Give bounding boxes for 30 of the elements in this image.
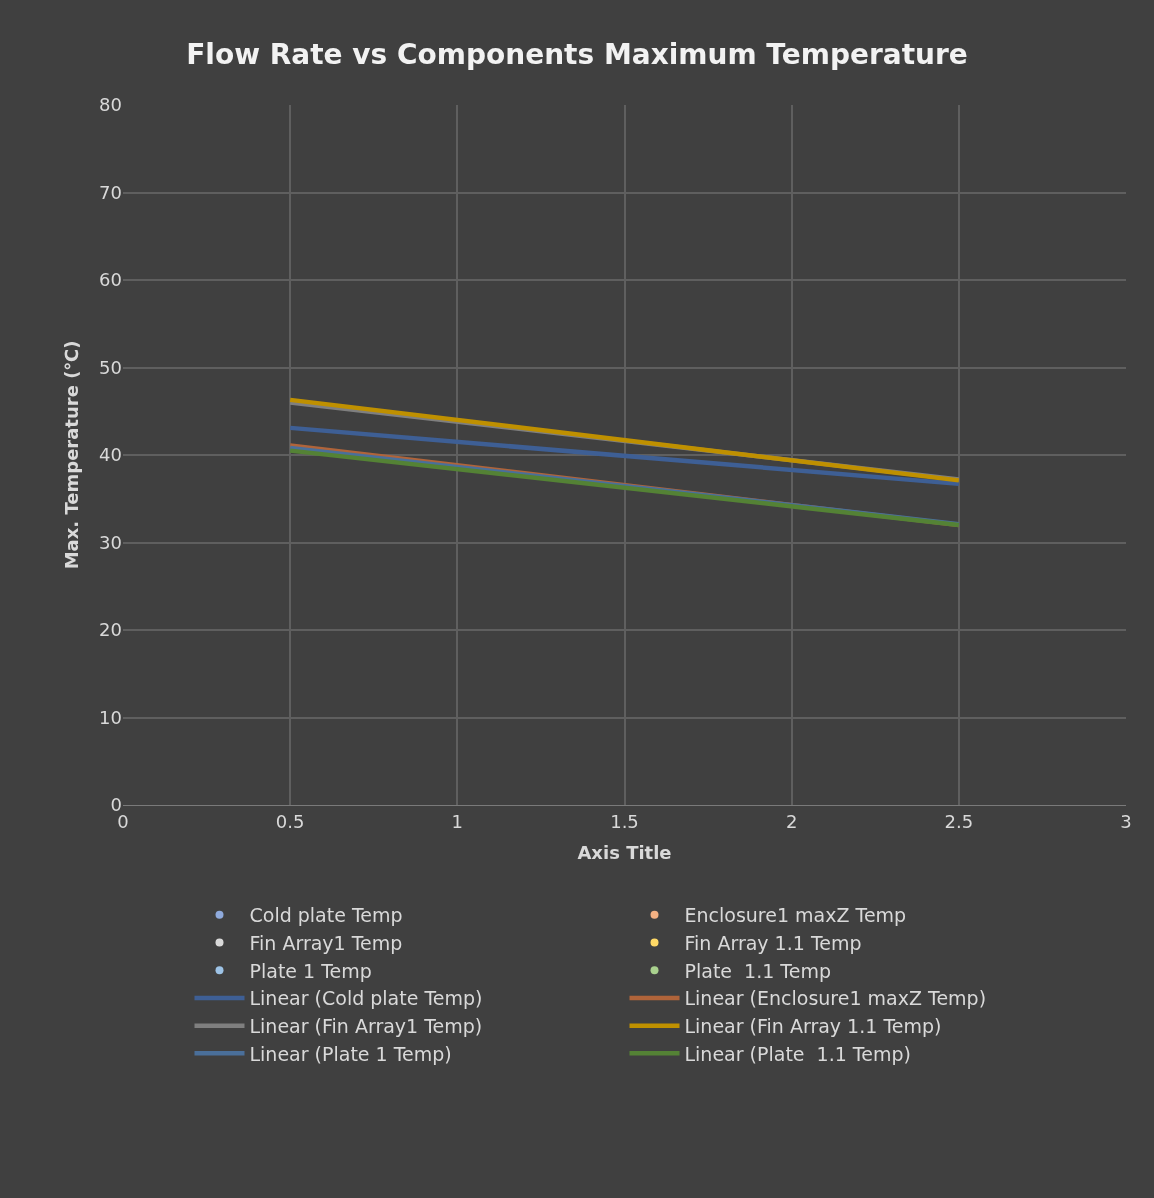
legend-label: Enclosure1 maxZ Temp bbox=[684, 904, 907, 927]
legend-label: Linear (Plate 1.1 Temp) bbox=[684, 1042, 911, 1065]
legend-label: Plate 1.1 Temp bbox=[684, 959, 831, 982]
y-tick-label: 70 bbox=[99, 181, 122, 203]
x-tick-label: 2 bbox=[785, 810, 798, 832]
x-tick-label: 0.5 bbox=[275, 810, 305, 832]
x-tick-label: 3 bbox=[1120, 810, 1132, 832]
y-axis-title: Max. Temperature (℃) bbox=[61, 340, 83, 570]
legend-label: Fin Array1 Temp bbox=[249, 931, 403, 954]
y-tick-label: 60 bbox=[99, 269, 122, 291]
legend-label: Linear (Enclosure1 maxZ Temp) bbox=[684, 987, 987, 1010]
legend-label: Fin Array 1.1 Temp bbox=[684, 931, 862, 954]
x-tick-label: 2.5 bbox=[944, 810, 974, 832]
y-tick-label: 50 bbox=[99, 356, 122, 378]
x-axis-title: Axis Title bbox=[577, 841, 672, 863]
legend-label: Plate 1 Temp bbox=[249, 959, 372, 982]
y-tick-label: 40 bbox=[99, 444, 122, 466]
legend-label: Linear (Fin Array 1.1 Temp) bbox=[684, 1015, 942, 1038]
x-tick-label: 1 bbox=[451, 810, 464, 832]
legend-label: Cold plate Temp bbox=[249, 904, 403, 927]
legend-label: Linear (Fin Array1 Temp) bbox=[249, 1015, 483, 1038]
y-tick-label: 0 bbox=[110, 794, 122, 816]
x-tick-label: 1.5 bbox=[610, 810, 639, 832]
chart-title: Flow Rate vs Components Maximum Temperature bbox=[186, 37, 968, 71]
y-tick-label: 20 bbox=[99, 619, 122, 641]
y-tick-label: 30 bbox=[99, 531, 122, 553]
y-tick-label: 80 bbox=[99, 94, 122, 116]
y-tick-label: 10 bbox=[99, 706, 122, 728]
legend-label: Linear (Cold plate Temp) bbox=[249, 987, 483, 1010]
legend-label: Linear (Plate 1 Temp) bbox=[249, 1042, 452, 1065]
